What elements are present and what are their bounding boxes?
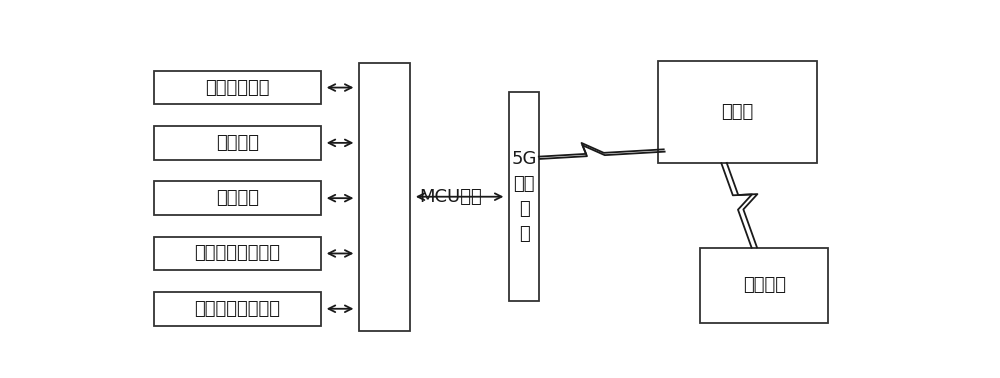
Bar [700,248,828,323]
Bar [154,237,321,270]
Bar [509,92,539,302]
Bar [154,292,321,325]
Text: 北斗定位单元: 北斗定位单元 [205,79,270,96]
Text: 智能终端: 智能终端 [743,276,786,294]
Bar [658,61,817,163]
Text: 电池状态检测单元: 电池状态检测单元 [194,245,280,262]
Text: 避障单元: 避障单元 [216,189,259,207]
Bar [154,126,321,160]
Text: 驱动单元: 驱动单元 [216,134,259,152]
Text: 车辆状态检测单元: 车辆状态检测单元 [194,300,280,318]
Text: MCU单元: MCU单元 [419,188,482,206]
Text: 5G
通信
单
元: 5G 通信 单 元 [511,150,537,243]
Bar [359,63,410,331]
Bar [154,181,321,215]
Text: 服务器: 服务器 [721,103,753,121]
Bar [154,71,321,104]
